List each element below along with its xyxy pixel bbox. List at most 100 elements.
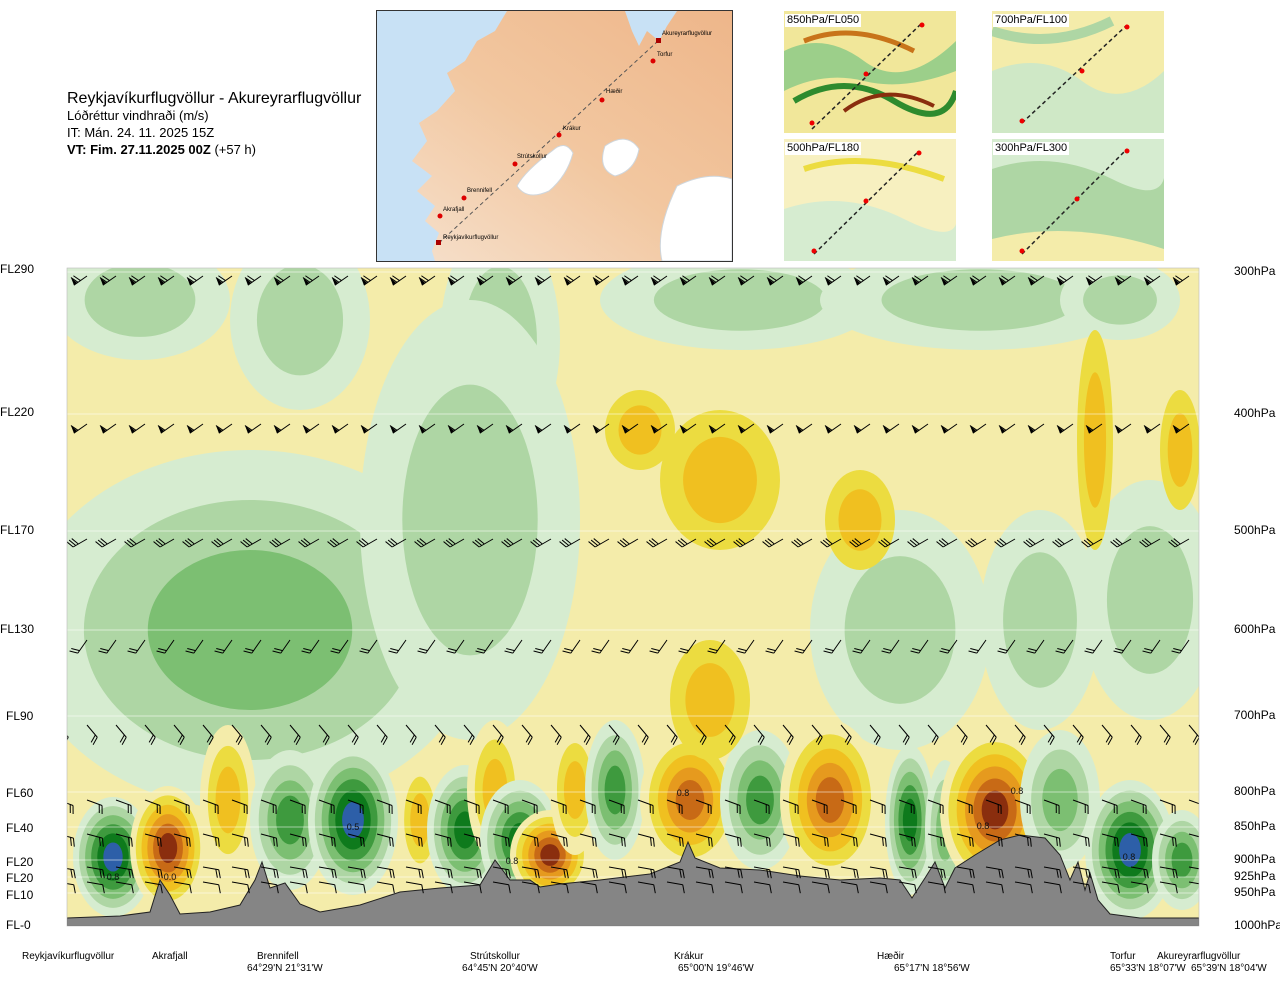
wind-barb (579, 866, 598, 879)
wind-barb (782, 724, 794, 745)
wind-barb (1014, 799, 1031, 815)
wind-barb (1072, 724, 1084, 745)
vv-contour (84, 268, 196, 337)
vv-contour (410, 793, 430, 847)
wind-barb (1114, 423, 1132, 434)
wind-barb (298, 538, 320, 548)
wind-barb (1143, 423, 1161, 434)
wind-barb (753, 724, 765, 745)
wind-barb (1052, 538, 1074, 548)
wind-barb (707, 639, 726, 654)
wind-barb (737, 423, 755, 434)
wind-barb (811, 881, 830, 894)
wind-barb (156, 639, 175, 654)
wind-barbs (38, 275, 1199, 894)
wind-barb (173, 833, 191, 847)
wind-barb (434, 833, 452, 847)
contour-label: 0.0 (164, 872, 177, 882)
wind-barb (795, 423, 813, 434)
wind-barb (86, 833, 104, 847)
wind-barb (811, 724, 823, 745)
route-point-haedir (599, 97, 605, 103)
wind-barb (260, 833, 278, 847)
y-left-label: FL60 (6, 786, 34, 800)
wind-barb (985, 724, 997, 745)
location-name: Akrafjall (152, 951, 188, 962)
vv-contour (158, 832, 178, 864)
wind-barb (882, 423, 900, 434)
wind-barb (550, 833, 568, 847)
wind-barb (985, 866, 1004, 879)
y-right-label: 850hPa (1234, 819, 1276, 833)
wind-barb (521, 799, 538, 815)
wind-barb (240, 538, 262, 548)
wind-barb (753, 881, 772, 894)
wind-barb (820, 538, 842, 548)
wind-barb (617, 538, 639, 548)
contour-label: 0.8 (677, 788, 690, 798)
wind-barb (650, 275, 668, 286)
route-point-torfur (650, 58, 656, 64)
location-name: Akureyrarflugvöllur (1157, 951, 1241, 962)
location-coord: 65°39'N 18°04'W (1191, 963, 1267, 974)
wind-barb (505, 275, 523, 286)
y-left-label: FL290 (0, 262, 35, 276)
wind-barb (211, 538, 233, 548)
wind-barb (1072, 866, 1091, 879)
wind-barb (588, 538, 610, 548)
wind-barb (1159, 833, 1177, 847)
sea-north (625, 11, 677, 46)
glacier-langjokull (516, 145, 574, 196)
wind-barb (737, 275, 755, 286)
wind-barb (869, 724, 881, 745)
contour-label: 0.8 (1011, 786, 1024, 796)
wind-barb (492, 866, 511, 879)
wind-barb (144, 881, 163, 894)
wind-barb (550, 724, 562, 745)
wind-barb (579, 724, 591, 745)
wind-barb (376, 833, 394, 847)
wind-barb (1188, 881, 1199, 886)
wind-barb (463, 724, 475, 745)
wind-barb (418, 275, 436, 286)
wind-barb (434, 799, 451, 815)
wind-barb (998, 275, 1016, 286)
wind-barb (1159, 724, 1171, 745)
wind-barb (898, 866, 917, 879)
wind-barb (269, 538, 291, 548)
wind-barb (695, 866, 714, 879)
wind-barb (434, 881, 453, 894)
wind-barb (766, 275, 784, 286)
wind-barb (579, 799, 596, 815)
wind-barb (41, 635, 58, 655)
wind-barb (504, 639, 523, 654)
wind-barb (173, 724, 185, 745)
wind-barb (1043, 833, 1061, 847)
wind-barb (472, 538, 494, 548)
wind-barb (1130, 866, 1149, 879)
y-left-label: FL20 (6, 871, 34, 885)
contour-label: 0.8 (107, 872, 120, 882)
wind-barb (1101, 724, 1113, 745)
wind-barb (666, 833, 684, 847)
wind-barb (360, 275, 378, 286)
wind-barb (753, 866, 772, 879)
wind-barb (1014, 866, 1033, 879)
wind-barb (1159, 881, 1178, 894)
wind-barb (969, 275, 987, 286)
wind-barb (157, 275, 175, 286)
wind-barb (99, 275, 117, 286)
wind-barb (38, 532, 58, 548)
wind-barb (534, 275, 552, 286)
wind-barb (678, 639, 697, 654)
glacier-vatnajokull (659, 175, 732, 261)
wind-barb (360, 423, 378, 434)
wind-barb (1188, 799, 1199, 806)
wind-barb (289, 724, 301, 745)
route-point-strutskollur (512, 161, 518, 167)
valid-time-offset: (+57 h) (214, 142, 256, 157)
wind-barb (695, 881, 714, 894)
contour-label: 0.5 (347, 822, 360, 832)
location-coord: 64°45'N 20°40'W (462, 963, 538, 974)
y-right-label: 925hPa (1234, 869, 1276, 883)
